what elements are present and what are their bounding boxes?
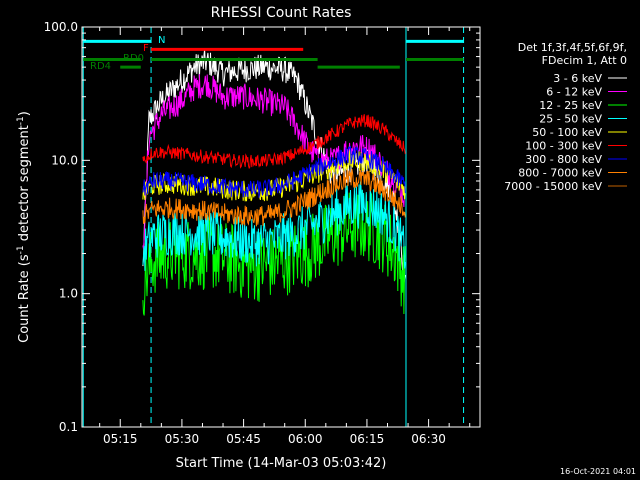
series-line	[142, 73, 406, 249]
x-tick-label: 05:45	[226, 432, 261, 446]
legend-entry-label: 300 - 800 keV	[525, 153, 602, 166]
legend-entry-label: 7000 - 15000 keV	[504, 180, 602, 193]
state-bar-label: F	[143, 43, 149, 54]
legend-header-line1: Det 1f,3f,4f,5f,6f,9f,	[518, 41, 627, 54]
plot-frame	[81, 26, 481, 428]
x-tick-label: 05:15	[103, 432, 138, 446]
legend-entry-label: 3 - 6 keV	[553, 72, 602, 85]
x-tick-label: 06:00	[288, 432, 323, 446]
legend-entry-label: 100 - 300 keV	[525, 140, 602, 153]
series-line	[142, 114, 406, 170]
legend: Det 1f,3f,4f,5f,6f,9f, FDecim 1, Att 0 3…	[504, 41, 627, 193]
y-tick-label: 1.0	[59, 287, 78, 301]
series-line	[142, 181, 406, 271]
series-line	[142, 190, 406, 316]
legend-entry-label: 25 - 50 keV	[539, 113, 602, 126]
chart-title: RHESSI Count Rates	[211, 5, 352, 21]
x-axis-label: Start Time (14-Mar-03 05:03:42)	[176, 456, 387, 471]
state-bar-label: RD0	[123, 53, 144, 64]
x-tick-label: 06:30	[411, 432, 446, 446]
legend-header-line2: FDecim 1, Att 0	[542, 54, 627, 67]
y-tick-label: 10.0	[51, 153, 78, 167]
footer-date: 16-Oct-2021 04:01	[560, 467, 636, 476]
series-line	[142, 168, 406, 227]
y-tick-label: 0.1	[59, 420, 78, 434]
legend-entry-label: 800 - 7000 keV	[518, 167, 602, 180]
y-tick-label: 100.0	[44, 20, 78, 34]
y-axis-label: Count Rate (s-1 detector segment-1)	[16, 111, 32, 343]
series-line	[142, 145, 406, 198]
legend-entry-label: 12 - 25 keV	[539, 99, 602, 112]
state-bar-label: N	[158, 35, 165, 46]
legend-entry-label: 50 - 100 keV	[532, 126, 602, 139]
x-tick-label: 06:15	[350, 432, 385, 446]
x-tick-label: 05:30	[165, 432, 200, 446]
legend-entry-label: 6 - 12 keV	[546, 86, 602, 99]
state-bar-label: RD4	[90, 61, 111, 72]
